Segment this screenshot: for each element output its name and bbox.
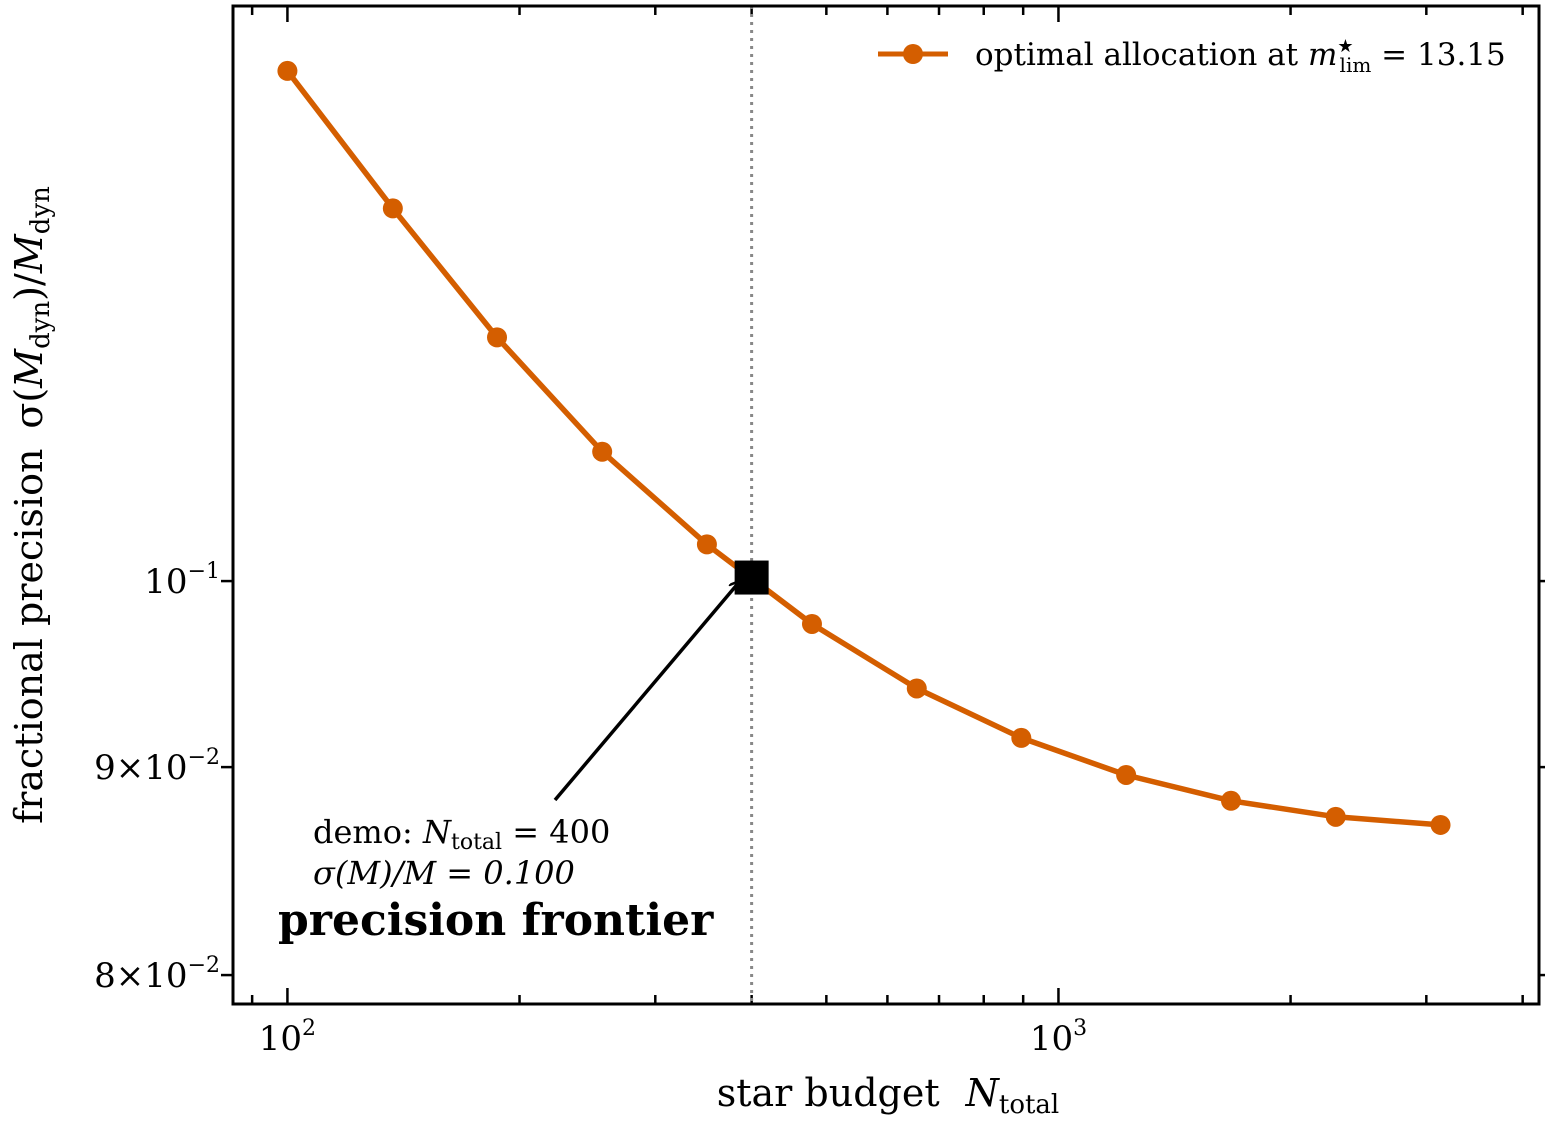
- data-point: [592, 441, 613, 462]
- data-point: [1220, 790, 1241, 811]
- x-axis-label: star budget Ntotal: [717, 1071, 1060, 1120]
- data-point: [1011, 727, 1032, 748]
- legend: optimal allocation at m★ lim = 13.15: [878, 36, 1506, 77]
- annotation-line2: σ(M)/M = 0.100: [313, 854, 575, 892]
- y-tick-label: 9×10−2: [94, 745, 220, 788]
- plot-background: [233, 6, 1539, 1004]
- x-tick-label: 103: [1030, 1016, 1087, 1059]
- tick-labels: 102 103 10−1 9×10−2 8×10−2: [94, 559, 1087, 1059]
- data-point: [382, 198, 403, 219]
- plot-frame: [231, 4, 1541, 1006]
- data-point: [277, 60, 298, 81]
- data-point: [906, 678, 927, 699]
- y-tick-label: 8×10−2: [94, 953, 220, 996]
- annotation-arrow: [553, 582, 740, 802]
- legend-swatch-marker: [903, 44, 923, 64]
- series-line: [285, 69, 1441, 828]
- data-point: [1116, 764, 1137, 785]
- legend-label: optimal allocation at m★ lim = 13.15: [975, 36, 1506, 77]
- x-tick-label: 102: [259, 1016, 316, 1059]
- series-layer: [277, 60, 1451, 835]
- chart-title: precision frontier: [278, 895, 714, 946]
- data-point: [696, 534, 717, 555]
- data-point: [801, 613, 822, 634]
- y-tick-label: 10−1: [144, 559, 220, 602]
- data-point: [1325, 806, 1346, 827]
- data-point: [1430, 814, 1451, 835]
- annotation-line1: demo: Ntotal = 400: [313, 813, 610, 855]
- data-point: [487, 327, 508, 348]
- y-axis-label: fractional precisionσ(Mdyn)/Mdyn: [7, 186, 56, 824]
- highlight-point: [734, 560, 769, 595]
